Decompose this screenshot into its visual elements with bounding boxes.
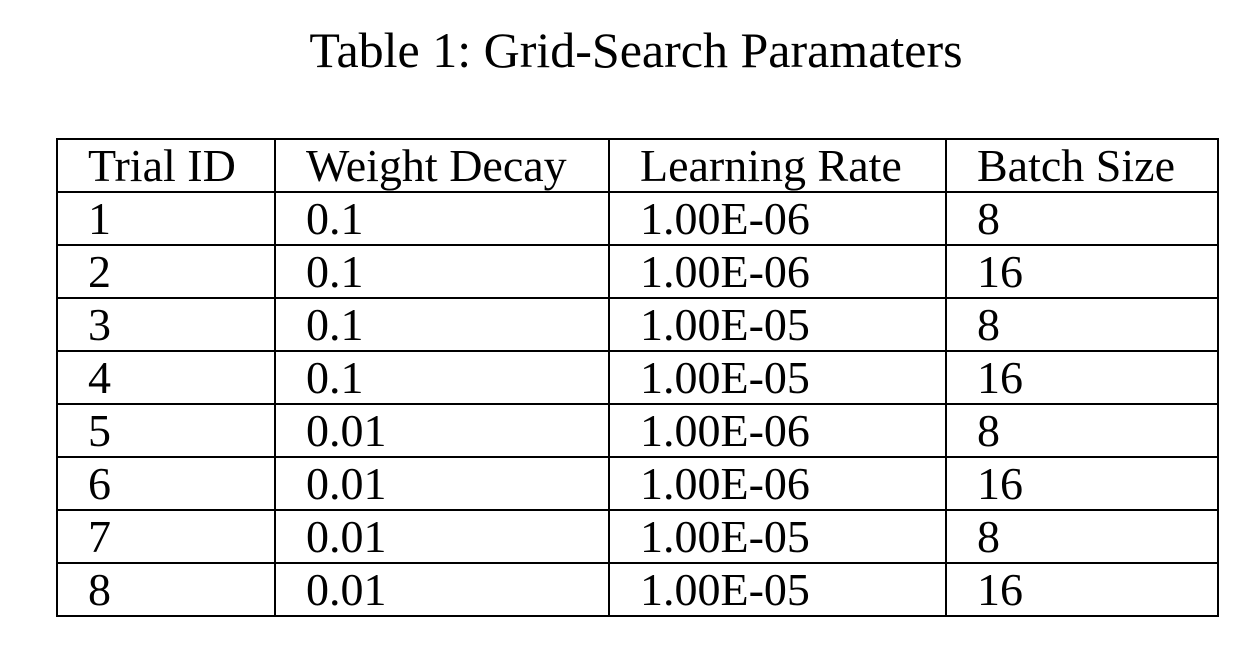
cell-batch-size: 16 — [945, 350, 1219, 405]
cell-batch-size: 8 — [945, 509, 1219, 564]
cell-learning-rate: 1.00E-06 — [608, 191, 947, 246]
header-trial-id: Trial ID — [56, 138, 276, 193]
cell-batch-size: 16 — [945, 244, 1219, 299]
cell-learning-rate: 1.00E-05 — [608, 297, 947, 352]
cell-learning-rate: 1.00E-05 — [608, 562, 947, 617]
cell-learning-rate: 1.00E-06 — [608, 403, 947, 458]
cell-batch-size: 16 — [945, 562, 1219, 617]
cell-weight-decay: 0.01 — [274, 456, 610, 511]
cell-trial-id: 4 — [56, 350, 276, 405]
table-row: 3 0.1 1.00E-05 8 — [56, 297, 1219, 352]
cell-trial-id: 7 — [56, 509, 276, 564]
cell-weight-decay: 0.01 — [274, 403, 610, 458]
cell-trial-id: 6 — [56, 456, 276, 511]
cell-trial-id: 5 — [56, 403, 276, 458]
table-row: 6 0.01 1.00E-06 16 — [56, 456, 1219, 511]
cell-batch-size: 16 — [945, 456, 1219, 511]
cell-trial-id: 1 — [56, 191, 276, 246]
table-row: 5 0.01 1.00E-06 8 — [56, 403, 1219, 458]
cell-learning-rate: 1.00E-06 — [608, 244, 947, 299]
grid-search-table: Trial ID Weight Decay Learning Rate Batc… — [56, 138, 1219, 617]
table-row: 2 0.1 1.00E-06 16 — [56, 244, 1219, 299]
cell-learning-rate: 1.00E-05 — [608, 509, 947, 564]
table-row: 4 0.1 1.00E-05 16 — [56, 350, 1219, 405]
table-caption: Table 1: Grid-Search Paramaters — [309, 22, 963, 78]
header-weight-decay: Weight Decay — [274, 138, 610, 193]
cell-trial-id: 3 — [56, 297, 276, 352]
cell-batch-size: 8 — [945, 191, 1219, 246]
header-learning-rate: Learning Rate — [608, 138, 947, 193]
table-row: 8 0.01 1.00E-05 16 — [56, 562, 1219, 617]
cell-weight-decay: 0.01 — [274, 562, 610, 617]
cell-weight-decay: 0.1 — [274, 191, 610, 246]
cell-trial-id: 2 — [56, 244, 276, 299]
cell-learning-rate: 1.00E-06 — [608, 456, 947, 511]
table-row: 7 0.01 1.00E-05 8 — [56, 509, 1219, 564]
cell-trial-id: 8 — [56, 562, 276, 617]
cell-weight-decay: 0.01 — [274, 509, 610, 564]
header-batch-size: Batch Size — [945, 138, 1219, 193]
table-header-row: Trial ID Weight Decay Learning Rate Batc… — [56, 138, 1219, 193]
cell-weight-decay: 0.1 — [274, 297, 610, 352]
table-row: 1 0.1 1.00E-06 8 — [56, 191, 1219, 246]
cell-batch-size: 8 — [945, 297, 1219, 352]
cell-learning-rate: 1.00E-05 — [608, 350, 947, 405]
cell-weight-decay: 0.1 — [274, 244, 610, 299]
cell-batch-size: 8 — [945, 403, 1219, 458]
cell-weight-decay: 0.1 — [274, 350, 610, 405]
